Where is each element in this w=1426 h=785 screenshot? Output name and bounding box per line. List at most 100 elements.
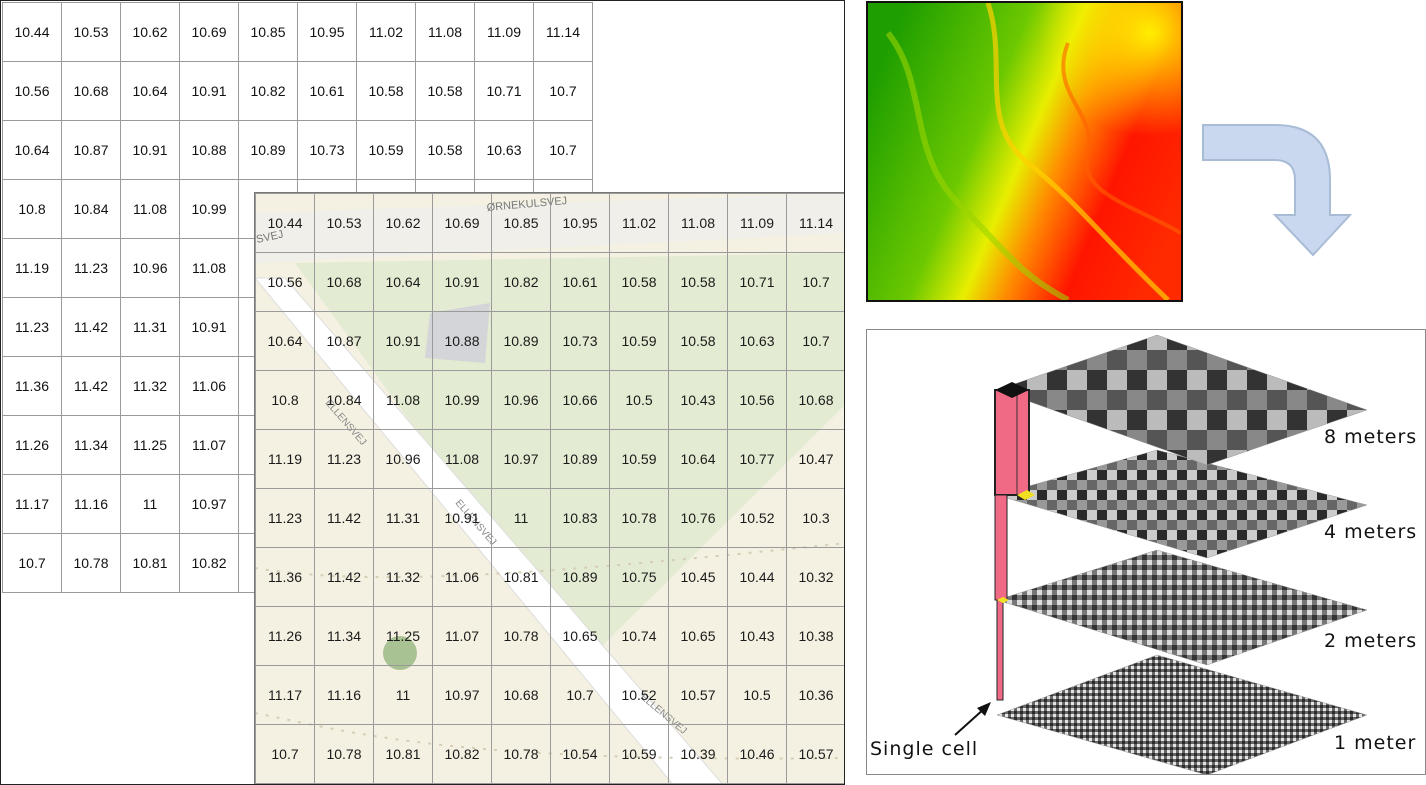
grid-cell: 10.56 xyxy=(255,252,315,312)
grid-cell: 10.47 xyxy=(786,429,844,489)
grid-cell: 11.25 xyxy=(373,606,433,666)
grid-cell: 10.68 xyxy=(61,61,121,121)
grid-cell: 10.89 xyxy=(550,429,610,489)
grid-cell: 10.64 xyxy=(255,311,315,371)
grid-cell: 11.07 xyxy=(179,415,239,475)
grid-cell: 10.36 xyxy=(786,665,844,725)
pointer-line xyxy=(954,707,986,736)
grid-cell: 10.82 xyxy=(432,724,492,784)
grid-cell: 11.32 xyxy=(373,547,433,607)
grid-cell: 11.07 xyxy=(432,606,492,666)
grid-cell: 10.91 xyxy=(373,311,433,371)
grid-cell: 10.77 xyxy=(727,429,787,489)
grid-cell: 10.7 xyxy=(786,252,844,312)
grid-cell: 11.09 xyxy=(727,193,787,253)
grid-cell: 11.36 xyxy=(2,356,62,416)
grid-cell: 10.69 xyxy=(179,2,239,62)
grid-cell: 10.38 xyxy=(786,606,844,666)
grid-cell: 10.95 xyxy=(297,2,357,62)
grid-row: 10.64 10.87 10.91 10.88 10.89 10.73 10.59 10.58… xyxy=(2,120,593,180)
grid-cell: 10.81 xyxy=(120,533,180,593)
grid-cell: 10.43 xyxy=(727,606,787,666)
grid-cell: 10.97 xyxy=(179,474,239,534)
grid-cell: 10.3 xyxy=(786,488,844,548)
grid-cell: 10.66 xyxy=(550,370,610,430)
grid-cell: 10.82 xyxy=(491,252,551,312)
grid-cell: 10.62 xyxy=(373,193,433,253)
grid-cell: 11.19 xyxy=(2,238,62,298)
grid-cell: 10.59 xyxy=(609,429,669,489)
grid-cell: 10.58 xyxy=(415,120,475,180)
layer-8m xyxy=(996,334,1368,466)
grid-cell: 10.76 xyxy=(668,488,728,548)
layer-label-8m: 8 meters xyxy=(1324,426,1418,448)
dem-contour xyxy=(885,31,1070,300)
grid-cell: 10.73 xyxy=(297,120,357,180)
grid-cell: 11.25 xyxy=(120,415,180,475)
grid-cell: 10.82 xyxy=(179,533,239,593)
grid-cell: 10.96 xyxy=(491,370,551,430)
grid-cell: 11 xyxy=(120,474,180,534)
column-top xyxy=(995,382,1029,398)
grid-cell: 11.42 xyxy=(61,297,121,357)
grid-cell: 11.08 xyxy=(668,193,728,253)
layer-label-1m: 1 meter xyxy=(1334,732,1417,754)
grid-cell: 10.7 xyxy=(786,311,844,371)
grid-row: 10.56 10.68 10.64 10.91 10.82 10.61 10.58 10.58… xyxy=(2,61,593,121)
grid-cell: 11.34 xyxy=(314,606,374,666)
column-2m xyxy=(996,599,1004,701)
grid-cell: 10.45 xyxy=(668,547,728,607)
grid-cell: 10.82 xyxy=(238,61,298,121)
single-cell-label: Single cell xyxy=(870,738,979,760)
grid-cell: 10.91 xyxy=(432,252,492,312)
grid-cell: 10.68 xyxy=(786,370,844,430)
grid-cell: 10.7 xyxy=(533,120,593,180)
grid-cell: 10.7 xyxy=(2,533,62,593)
cell-highlight xyxy=(1017,490,1035,500)
grid-cell: 11.23 xyxy=(61,238,121,298)
grid-cell: 10.61 xyxy=(297,61,357,121)
grid-row: 10.64 10.87 10.91 10.88 10.89 10.73 10.59 10.58… xyxy=(255,311,844,371)
front-grid-overlay: ØRNEKULSVEJ SVEJ ELLENSVEJ ELLENSVEJ ELL… xyxy=(254,192,844,784)
grid-cell: 10.59 xyxy=(609,311,669,371)
grid-cell: 10.84 xyxy=(61,179,121,239)
grid-cell: 10.58 xyxy=(609,252,669,312)
grid-cell: 11.23 xyxy=(255,488,315,548)
grid-cell: 10.64 xyxy=(668,429,728,489)
grid-cell: 11.34 xyxy=(61,415,121,475)
grid-cell: 10.84 xyxy=(314,370,374,430)
grid-cell: 10.81 xyxy=(373,724,433,784)
grid-cell: 10.97 xyxy=(432,665,492,725)
column-4m xyxy=(994,494,1008,601)
layer-label-4m: 4 meters xyxy=(1324,521,1418,543)
grid-cell: 10.7 xyxy=(550,665,610,725)
grid-cell: 10.44 xyxy=(727,547,787,607)
grid-cell: 10.91 xyxy=(179,297,239,357)
arrow-shape xyxy=(1202,124,1353,257)
grid-cell: 10.85 xyxy=(238,2,298,62)
grid-cell: 10.59 xyxy=(356,120,416,180)
grid-cell: 10.78 xyxy=(491,606,551,666)
grid-cell: 11.36 xyxy=(255,547,315,607)
grid-cell: 10.58 xyxy=(668,252,728,312)
grid-cell: 11.09 xyxy=(474,2,534,62)
grid-cell: 11.23 xyxy=(2,297,62,357)
grid-cell: 10.52 xyxy=(727,488,787,548)
grid-cell: 11.02 xyxy=(609,193,669,253)
grid-cell: 10.81 xyxy=(491,547,551,607)
grid-cell: 10.99 xyxy=(179,179,239,239)
grid-cell: 11.32 xyxy=(120,356,180,416)
layer-2m xyxy=(996,549,1368,666)
dem-contour xyxy=(985,3,1170,300)
grid-cell: 10.89 xyxy=(491,311,551,371)
grid-cell: 11.08 xyxy=(373,370,433,430)
grid-cell: 10.5 xyxy=(609,370,669,430)
grid-cell: 10.68 xyxy=(491,665,551,725)
grid-row: 11.17 11.16 11 10.97 10.68 10.7 10.52 10.57 10.5… xyxy=(255,665,844,725)
grid-cell: 11.26 xyxy=(255,606,315,666)
grid-cell: 10.71 xyxy=(474,61,534,121)
grid-cell: 11.17 xyxy=(2,474,62,534)
grid-cell: 11.16 xyxy=(61,474,121,534)
grid-cell: 11.23 xyxy=(314,429,374,489)
grid-cell: 10.53 xyxy=(61,2,121,62)
